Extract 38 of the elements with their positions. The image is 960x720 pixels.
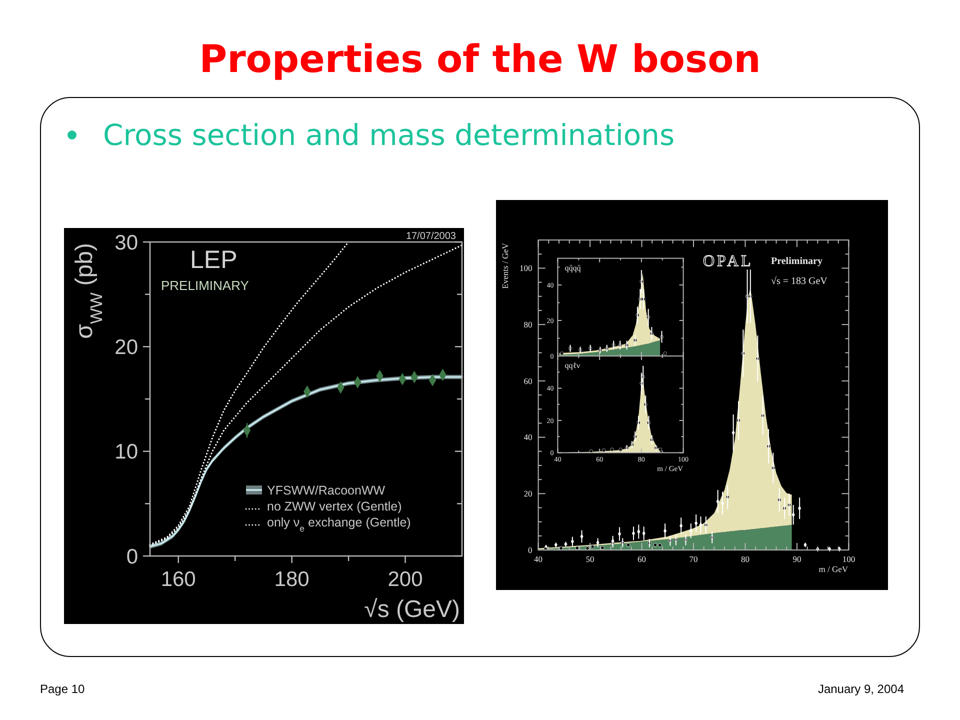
y-tick-label: 0: [528, 544, 532, 555]
y-tick-label: 10: [114, 440, 138, 464]
y-tick-label: 0: [126, 545, 138, 568]
x-tick-label: 80: [740, 554, 750, 564]
x-tick-label: 100: [842, 554, 856, 564]
x-tick-label: 70: [689, 554, 698, 564]
y-tick-label: 20: [524, 488, 532, 499]
text: Cross section and mass determinations: [103, 118, 675, 152]
text: qq̄qq̄: [564, 263, 582, 272]
text: January 9, 2004: [818, 682, 904, 696]
annotation: √s = 183 GeV: [771, 276, 828, 287]
x-tick-label: 60: [638, 554, 646, 564]
y-axis-title: Events / GeV: [500, 242, 510, 289]
y-tick-label: 20: [114, 336, 138, 360]
text: Page 10: [40, 682, 86, 696]
x-tick-label: 200: [388, 568, 423, 591]
y-tick-label: 80: [524, 320, 532, 330]
legend-label: only ν$_{e}$ exchange (Gentle): [267, 515, 411, 534]
x-axis-title: m / GeV: [818, 564, 849, 574]
x-tick-label: 90: [792, 554, 802, 564]
text: Properties of the W boson: [199, 37, 761, 81]
annotation: LEP: [190, 246, 238, 274]
x-tick-label: 160: [160, 568, 196, 591]
y-tick-label: 30: [114, 231, 138, 254]
y-tick-label: 60: [524, 376, 532, 386]
annotation: OPAL: [703, 253, 754, 270]
y-tick-label: 40: [524, 432, 532, 442]
annotation: PRELIMINARY: [161, 278, 250, 293]
x-tick-label: 180: [274, 568, 310, 591]
x-tick-label: 40: [534, 554, 543, 564]
text: qqℓν: [564, 361, 581, 370]
x-axis-title: √s (GeV): [364, 596, 460, 623]
annotation: Preliminary: [771, 256, 822, 267]
annotation: 17/07/2003: [406, 231, 456, 242]
y-tick-label: 100: [520, 263, 532, 274]
legend-label: no ZWW vertex (Gentle): [267, 499, 402, 514]
x-tick-label: 50: [586, 554, 594, 564]
legend-label: YFSWW/RacoonWW: [267, 483, 386, 498]
